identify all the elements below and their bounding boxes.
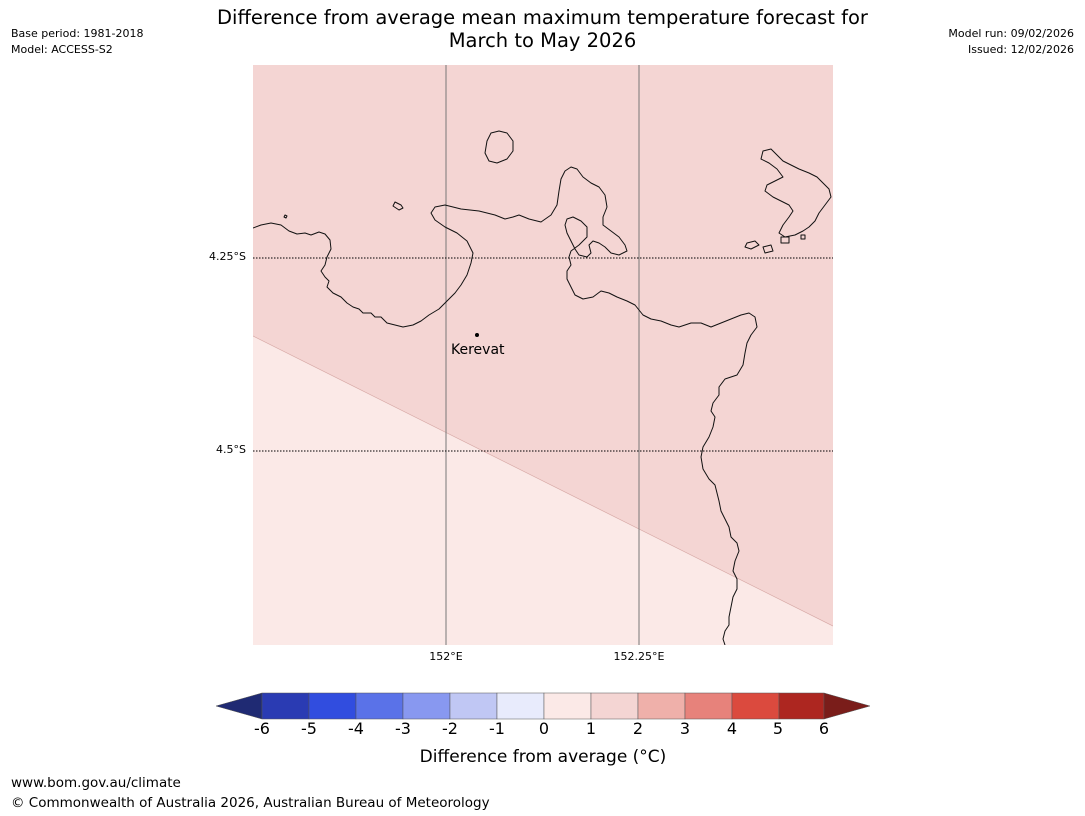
coastline (253, 130, 832, 645)
colorbar-ticks: -6 -5 -4 -3 -2 -1 0 1 2 3 4 5 6 (0, 719, 1085, 739)
colorbar-extend-high (823, 692, 870, 720)
colorbar-tick: -2 (442, 719, 458, 738)
colorbar-tick: 3 (679, 719, 691, 738)
colorbar-seg-2-3 (637, 692, 686, 720)
colorbar-tick: -3 (395, 719, 411, 738)
header-meta-left: Base period: 1981-2018 Model: ACCESS-S2 (11, 26, 143, 58)
colorbar-tick: -4 (348, 719, 364, 738)
colorbar-tick: -6 (254, 719, 270, 738)
header-meta-right: Model run: 09/02/2026 Issued: 12/02/2026 (948, 26, 1074, 58)
colorbar-seg-3-4 (684, 692, 733, 720)
colorbar-seg-4-5 (731, 692, 780, 720)
kerevat-marker (475, 333, 479, 337)
colorbar-tick: 6 (818, 719, 830, 738)
colorbar-seg-neg4-neg3 (355, 692, 404, 720)
page-title: Difference from average mean maximum tem… (150, 6, 935, 52)
islet-east-4 (800, 234, 806, 240)
island-north (484, 130, 514, 164)
zone-1-2-fill (253, 65, 833, 626)
model-run-text: Model run: 09/02/2026 (948, 27, 1074, 40)
title-line-2: March to May 2026 (448, 29, 637, 52)
colorbar-seg-neg6-neg5 (261, 692, 310, 720)
lat-label-4-25: 4.25°S (209, 250, 246, 263)
coastline-main (253, 166, 758, 645)
model-text: Model: ACCESS-S2 (11, 43, 113, 56)
colorbar-seg-1-2 (590, 692, 639, 720)
lon-label-152: 152°E (429, 650, 463, 663)
title-line-1: Difference from average mean maximum tem… (217, 6, 868, 29)
colorbar-seg-neg2-neg1 (449, 692, 498, 720)
issued-text: Issued: 12/02/2026 (967, 43, 1074, 56)
colorbar-tick: -5 (301, 719, 317, 738)
islands-east-large (760, 148, 832, 238)
islet-east-3 (780, 236, 790, 244)
footer-copyright: © Commonwealth of Australia 2026, Austra… (11, 795, 490, 811)
colorbar-seg-5-6 (778, 692, 825, 720)
colorbar-tick: 1 (585, 719, 597, 738)
colorbar-tick: 4 (726, 719, 738, 738)
colorbar-seg-neg5-neg4 (308, 692, 357, 720)
colorbar-tick: -1 (489, 719, 505, 738)
colorbar-tick: 5 (772, 719, 784, 738)
colorbar-seg-0-1 (543, 692, 592, 720)
colorbar-tick: 2 (632, 719, 644, 738)
islet-east-2 (762, 244, 774, 254)
islet-west (283, 214, 288, 219)
map-svg (253, 65, 833, 645)
base-period-text: Base period: 1981-2018 (11, 27, 144, 40)
lon-label-152-25: 152.25°E (613, 650, 665, 663)
colorbar-seg-neg1-0 (496, 692, 545, 720)
colorbar (216, 692, 870, 720)
forecast-map[interactable] (253, 65, 833, 645)
footer-url[interactable]: www.bom.gov.au/climate (11, 775, 181, 791)
colorbar-extend-low (216, 692, 263, 720)
kerevat-label: Kerevat (451, 342, 505, 358)
island-small-west (392, 201, 404, 211)
colorbar-title: Difference from average (°C) (419, 747, 667, 767)
lat-label-4-5: 4.5°S (216, 443, 246, 456)
islet-east-1 (744, 240, 760, 250)
colorbar-tick: 0 (538, 719, 550, 738)
colorbar-seg-neg3-neg2 (402, 692, 451, 720)
